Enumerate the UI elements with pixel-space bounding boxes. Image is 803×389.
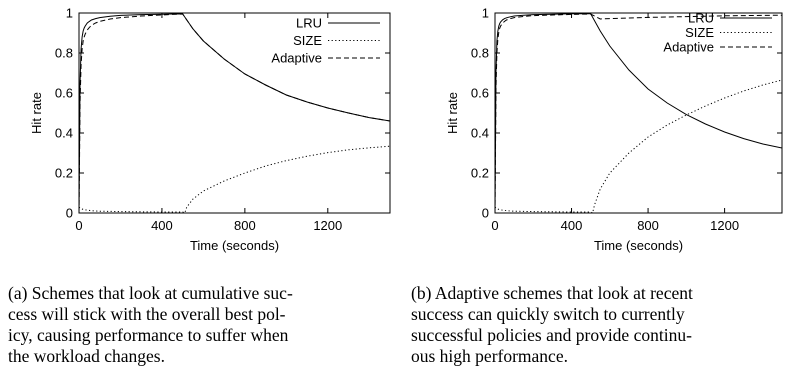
y-tick-label: 1 (66, 6, 73, 21)
caption-a-line-4: the workload changes. (8, 346, 165, 366)
legend-label-size: SIZE (293, 33, 322, 48)
series-line-size (79, 145, 390, 213)
caption-a: (a) Schemes that look at cumulative suc-… (8, 283, 293, 367)
series-line-adaptive (495, 13, 782, 213)
series-line-lru (79, 13, 390, 213)
series-group (495, 13, 782, 213)
y-tick-label: 0.8 (471, 46, 489, 61)
legend-label-adaptive: Adaptive (663, 40, 714, 55)
chart-a: 0 0.2 0.4 0.6 0.8 1 0 400 800 1200 Time (seconds) H… (29, 6, 391, 253)
x-tick-label: 800 (234, 218, 256, 233)
x-tick-label: 400 (561, 218, 583, 233)
chart-panel-a: 0 0.2 0.4 0.6 0.8 1 0 400 800 1200 Time (seconds) H… (0, 0, 400, 268)
plot-frame (494, 12, 783, 214)
series-line-adaptive (79, 13, 390, 213)
legend-label-adaptive: Adaptive (271, 51, 322, 66)
caption-b-line-1: (b) Adaptive schemes that look at recent (411, 283, 693, 303)
caption-b-line-3: successful policies and provide continu- (411, 325, 692, 345)
x-tick-label: 0 (75, 218, 82, 233)
series-line-lru (495, 13, 782, 213)
y-tick-label: 0.4 (55, 126, 73, 141)
caption-b-line-4: ous high performance. (411, 346, 568, 366)
x-tick-label: 800 (637, 218, 659, 233)
chart-b: 0 0.2 0.4 0.6 0.8 1 0 400 800 1200 Time (seconds) H… (445, 6, 783, 253)
chart-panel-b: 0 0.2 0.4 0.6 0.8 1 0 400 800 1200 Time (seconds) H… (412, 0, 803, 268)
x-tick-label: 400 (151, 218, 173, 233)
legend-label-size: SIZE (685, 25, 714, 40)
x-tick-label: 1200 (710, 218, 739, 233)
caption-a-line-1: (a) Schemes that look at cumulative suc- (8, 283, 293, 303)
plot-frame (78, 12, 391, 214)
caption-a-line-3: icy, causing performance to suffer when (8, 325, 289, 345)
x-axis-label: Time (seconds) (594, 238, 683, 253)
y-axis-label: Hit rate (445, 92, 460, 134)
x-tick-label: 1200 (313, 218, 342, 233)
legend-label-lru: LRU (688, 11, 714, 26)
y-tick-label: 0.8 (55, 46, 73, 61)
series-line-size (495, 79, 782, 213)
legend-label-lru: LRU (296, 16, 322, 31)
y-tick-label: 1 (482, 6, 489, 21)
y-tick-label: 0.2 (471, 166, 489, 181)
x-axis-label: Time (seconds) (190, 238, 279, 253)
y-axis-label: Hit rate (29, 92, 44, 134)
y-tick-label: 0 (482, 206, 489, 221)
y-tick-label: 0.2 (55, 166, 73, 181)
y-tick-label: 0 (66, 206, 73, 221)
y-tick-label: 0.4 (471, 126, 489, 141)
series-group (79, 13, 390, 213)
y-tick-label: 0.6 (471, 86, 489, 101)
caption-b: (b) Adaptive schemes that look at recent… (411, 283, 693, 367)
x-tick-label: 0 (491, 218, 498, 233)
y-tick-label: 0.6 (55, 86, 73, 101)
caption-a-line-2: cess will stick with the overall best po… (8, 304, 286, 324)
caption-b-line-2: success can quickly switch to currently (411, 304, 685, 324)
